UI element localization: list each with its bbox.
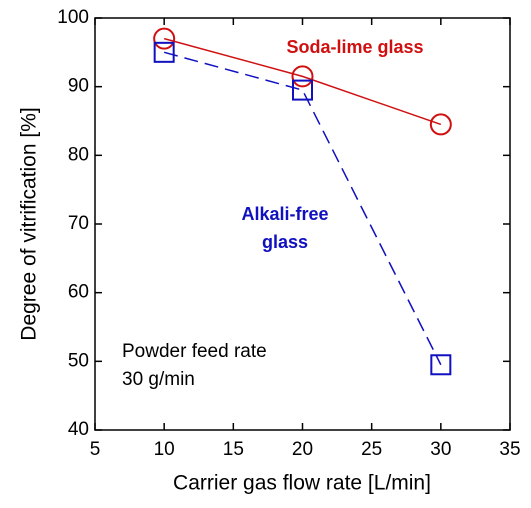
x-tick-label: 30 xyxy=(430,439,451,460)
x-tick-label: 35 xyxy=(499,439,520,460)
series-label: Soda-lime glass xyxy=(286,37,423,57)
y-tick-label: 80 xyxy=(68,144,89,165)
marker xyxy=(153,27,176,50)
y-tick-label: 50 xyxy=(68,350,89,371)
y-axis-label: Degree of vitrification [%] xyxy=(18,107,41,340)
x-tick-label: 25 xyxy=(361,439,382,460)
x-tick-label: 10 xyxy=(154,439,175,460)
y-tick-label: 90 xyxy=(68,76,89,97)
y-tick-label: 100 xyxy=(57,7,89,28)
annotation: 30 g/min xyxy=(122,369,195,390)
y-tick-label: 60 xyxy=(68,282,89,303)
marker xyxy=(292,79,313,101)
x-tick-label: 20 xyxy=(292,439,313,460)
y-tick-label: 70 xyxy=(68,213,89,234)
x-axis-label: Carrier gas flow rate [L/min] xyxy=(173,472,431,495)
series-line xyxy=(163,37,442,126)
y-tick-label: 40 xyxy=(68,419,89,440)
annotation: Powder feed rate xyxy=(122,341,267,362)
series-line xyxy=(163,51,442,366)
marker xyxy=(153,41,175,63)
series-label: Alkali-free glass xyxy=(241,204,328,252)
x-tick-label: 5 xyxy=(90,439,101,460)
marker xyxy=(430,354,452,376)
x-tick-label: 15 xyxy=(223,439,244,460)
series-label-line: Alkali-free xyxy=(241,204,328,224)
marker xyxy=(291,65,314,88)
series-label-line: glass xyxy=(262,232,308,252)
marker xyxy=(429,113,452,136)
